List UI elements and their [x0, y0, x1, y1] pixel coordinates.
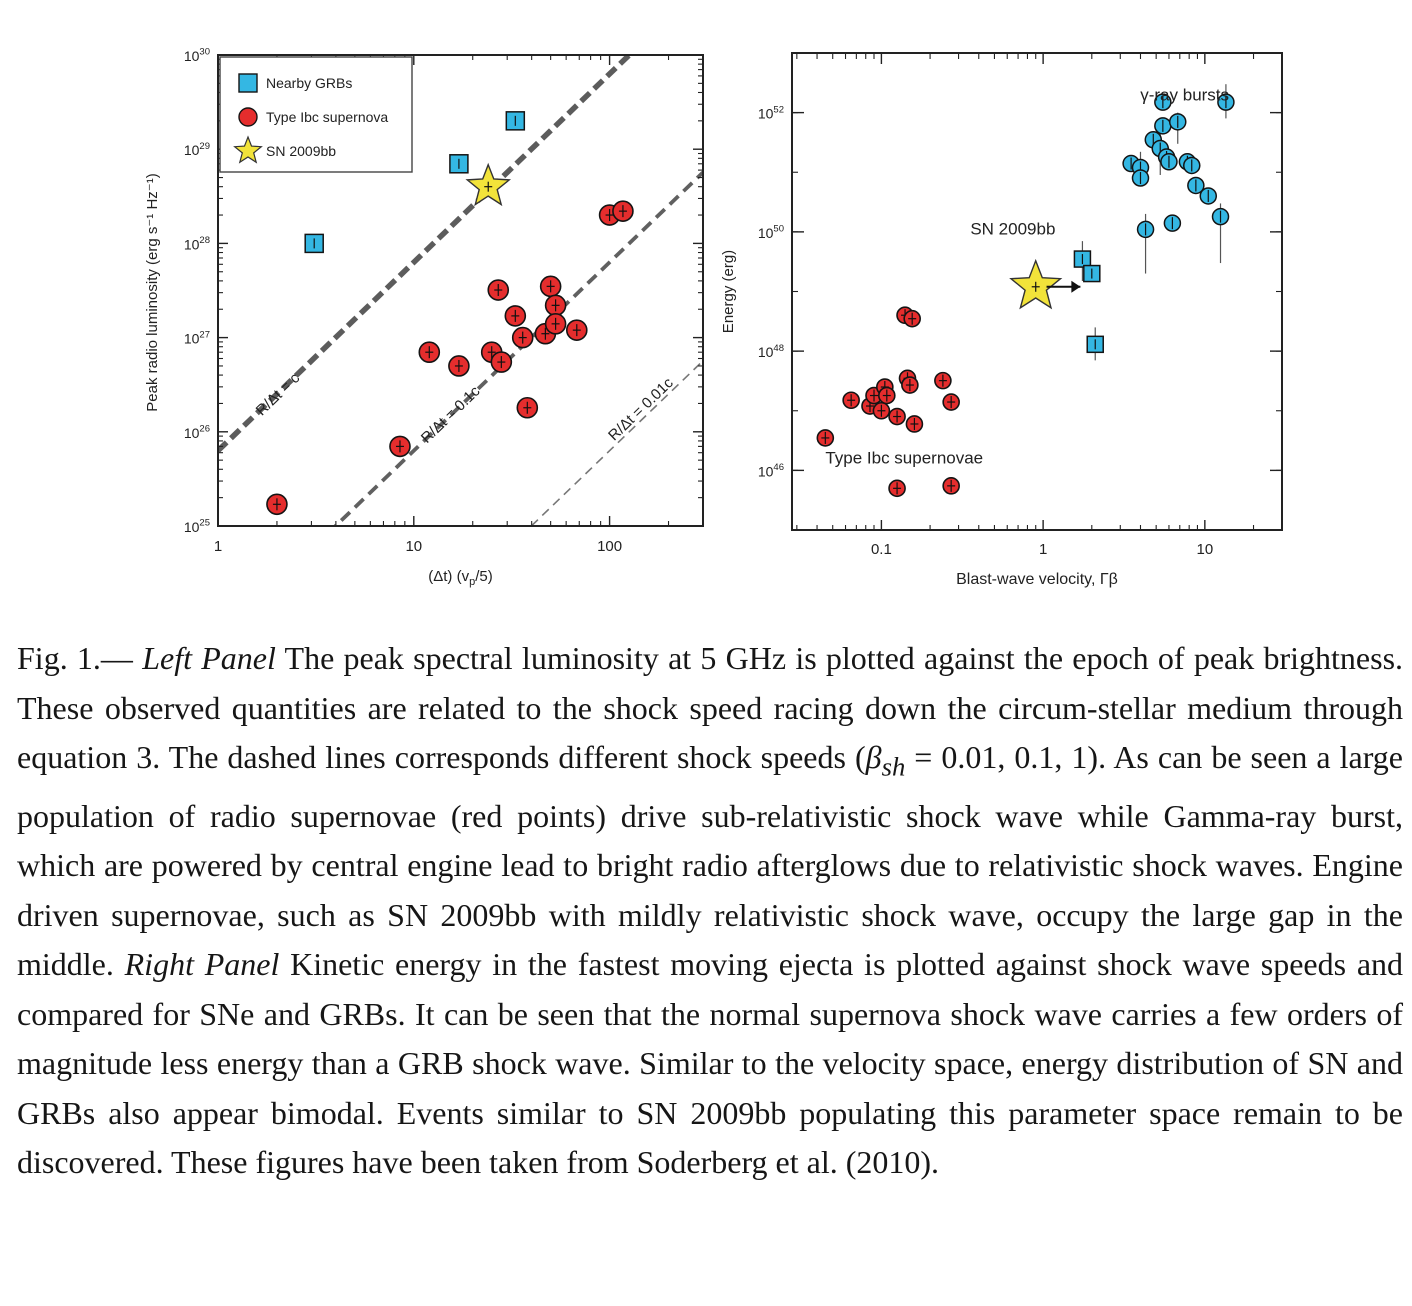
caption-math-sub: sh — [881, 751, 906, 782]
reference-line — [332, 171, 703, 526]
figure-area: R/Δt = c R/Δt = 0.1c R/Δt = 0.01c 1 10 100 102… — [0, 0, 1412, 620]
annotation-label: Type Ibc supernovae — [825, 449, 983, 468]
legend-label: Type Ibc supernova — [266, 109, 388, 125]
x-tick-label: 10 — [1196, 541, 1213, 558]
figure-svg: R/Δt = c R/Δt = 0.1c R/Δt = 0.01c 1 10 100 102… — [144, 47, 1283, 588]
x-tick-label: 10 — [405, 538, 422, 555]
y-tick-label: 1048 — [758, 343, 784, 360]
y-tick-label: 1027 — [184, 329, 210, 346]
y-axis-label: Energy (erg) — [720, 250, 737, 333]
figure-caption: Fig. 1.— Left Panel The peak spectral lu… — [17, 634, 1403, 1188]
legend-square-marker — [238, 73, 258, 93]
legend: Nearby GRBs Type Ibc supernova SN 2009bb — [219, 56, 413, 173]
x-tick-label: 100 — [597, 538, 622, 555]
y-tick-label: 1026 — [184, 424, 210, 441]
legend-star-marker — [233, 135, 263, 164]
y-axis-label: Peak radio luminosity (erg s⁻¹ Hz⁻¹) — [144, 173, 161, 411]
caption-left-text-2: ). As can be seen a large population of … — [17, 739, 1404, 983]
caption-right-text: Kinetic energy in the fastest moving eje… — [17, 946, 1404, 1181]
caption-fig-label: Fig. 1.— — [17, 640, 133, 676]
left-panel: R/Δt = c R/Δt = 0.1c R/Δt = 0.01c 1 10 100 102… — [144, 47, 704, 588]
y-tick-label: 1046 — [758, 462, 784, 479]
reference-line-label: R/Δt = 0.01c — [605, 374, 677, 444]
y-tick-label: 1029 — [184, 141, 210, 158]
caption-right-title: Right Panel — [124, 946, 280, 983]
x-tick-label: 1 — [214, 538, 222, 555]
reference-line — [530, 360, 703, 526]
caption-left-title: Left Panel — [142, 640, 276, 676]
y-tick-label: 1025 — [184, 518, 210, 535]
annotation-label: γ-ray bursts — [1140, 85, 1229, 104]
left-axis-frame — [217, 54, 704, 527]
velocity-arrowhead — [1071, 280, 1081, 293]
reference-line — [218, 55, 634, 453]
caption-math-beta: β — [865, 739, 882, 775]
x-axis-label: Blast-wave velocity, Γβ — [956, 571, 1118, 588]
y-tick-label: 1028 — [184, 235, 210, 252]
legend-label: SN 2009bb — [266, 143, 336, 159]
reference-line-label: R/Δt = c — [253, 369, 304, 419]
x-tick-label: 1 — [1039, 541, 1047, 558]
y-tick-label: 1050 — [758, 224, 784, 241]
legend-circle-marker — [238, 107, 258, 127]
caption-left-text-1: The peak spectral luminosity at 5 GHz is… — [17, 640, 1404, 775]
right-panel: 0.1 1 10 1046 1048 1050 1052 Blast-wave velocit… — [720, 52, 1283, 588]
x-axis-label: (Δt) (vp/5) — [428, 568, 492, 588]
y-tick-label: 1052 — [758, 104, 784, 121]
reference-line-label: R/Δt = 0.1c — [418, 382, 484, 446]
caption-math-values: = 0.01, 0.1, 1 — [905, 739, 1088, 775]
annotation-label: SN 2009bb — [970, 220, 1055, 239]
x-tick-label: 0.1 — [871, 541, 892, 558]
legend-label: Nearby GRBs — [266, 75, 352, 91]
y-tick-label: 1030 — [184, 47, 210, 64]
